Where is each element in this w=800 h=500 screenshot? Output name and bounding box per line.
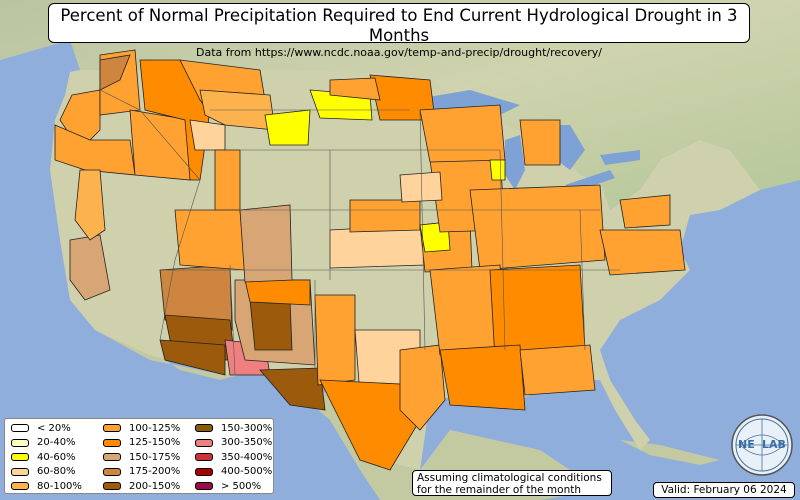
region-ia-light xyxy=(399,171,443,203)
legend-item: 40-60% xyxy=(11,450,82,465)
legend: < 20% 20-40% 40-60% 60-80% 80-100% 100-125% 1… xyxy=(4,418,274,494)
region-nd-orange xyxy=(329,77,381,101)
assumption-line-1: Assuming climatological conditions xyxy=(417,472,602,484)
map-subtitle: Data from https://www.ncdc.noaa.gov/temp… xyxy=(196,46,602,59)
lake-michigan xyxy=(505,135,525,190)
legend-swatch xyxy=(103,424,121,433)
legend-item: 100-125% xyxy=(103,421,180,436)
region-ks-orange xyxy=(349,199,421,233)
legend-item: 80-100% xyxy=(11,479,82,494)
logo-text-left: NE xyxy=(738,438,755,451)
legend-item: 350-400% xyxy=(195,450,272,465)
legend-label: 200-150% xyxy=(129,480,181,492)
legend-swatch xyxy=(11,438,29,447)
legend-swatch xyxy=(195,467,213,476)
legend-label: 125-150% xyxy=(129,437,181,449)
cuba-land xyxy=(620,440,720,465)
legend-swatch xyxy=(11,453,29,462)
region-va-nc xyxy=(599,229,686,276)
legend-label: 175-200% xyxy=(129,466,181,478)
legend-swatch xyxy=(11,467,29,476)
region-gulf-coast xyxy=(519,344,596,396)
canada-land xyxy=(0,0,800,210)
lake-ontario xyxy=(600,150,640,165)
assumption-note: Assuming climatological conditions for t… xyxy=(412,470,612,496)
legend-swatch xyxy=(103,467,121,476)
title-box: Percent of Normal Precipitation Required… xyxy=(48,3,750,59)
legend-label: 350-400% xyxy=(221,451,273,463)
map-title: Percent of Normal Precipitation Required… xyxy=(60,6,738,45)
legend-label: 400-500% xyxy=(221,466,273,478)
legend-item: 200-150% xyxy=(103,479,180,494)
region-nm-dark xyxy=(249,299,293,351)
legend-item: 125-150% xyxy=(103,436,180,451)
legend-item: 20-40% xyxy=(11,436,82,451)
legend-label: 150-175% xyxy=(129,451,181,463)
legend-item: 150-175% xyxy=(103,450,180,465)
drought-regions xyxy=(54,49,686,471)
legend-label: 60-80% xyxy=(37,466,76,478)
region-co xyxy=(239,204,293,283)
legend-swatch xyxy=(195,438,213,447)
legend-label: > 500% xyxy=(221,480,262,492)
region-in-yellow xyxy=(489,159,506,181)
legend-label: 100-125% xyxy=(129,422,181,434)
region-tx-coast xyxy=(399,344,446,431)
legend-swatch xyxy=(103,438,121,447)
region-ky-tn xyxy=(469,184,606,271)
legend-swatch xyxy=(11,482,29,491)
region-la-coast xyxy=(439,344,526,411)
region-nv-ut xyxy=(174,209,246,271)
legend-label: 40-60% xyxy=(37,451,76,463)
region-wy-yellow xyxy=(264,109,311,146)
legend-label: < 20% xyxy=(37,422,71,434)
region-tx-panhandle xyxy=(314,294,356,386)
region-mi xyxy=(519,119,561,166)
valid-date: Valid: February 06 2024 xyxy=(653,482,795,498)
legend-swatch xyxy=(195,424,213,433)
region-or-central xyxy=(129,109,191,181)
legend-item: > 500% xyxy=(195,479,272,494)
legend-item: < 20% xyxy=(11,421,82,436)
legend-swatch xyxy=(11,424,29,433)
region-wa-brown xyxy=(99,54,131,91)
region-ut-south xyxy=(214,149,241,211)
legend-item: 60-80% xyxy=(11,465,82,480)
region-wy-west xyxy=(189,119,226,151)
legend-label: 150-300% xyxy=(221,422,273,434)
legend-item: 175-200% xyxy=(103,465,180,480)
legend-item: 150-300% xyxy=(195,421,272,436)
legend-swatch xyxy=(103,482,121,491)
region-az-south xyxy=(159,339,226,376)
region-pa-md xyxy=(619,194,671,229)
legend-swatch xyxy=(195,453,213,462)
legend-swatch xyxy=(103,453,121,462)
legend-label: 300-350% xyxy=(221,437,273,449)
state-borders xyxy=(99,89,620,376)
legend-label: 20-40% xyxy=(37,437,76,449)
region-nm-top xyxy=(244,279,311,306)
legend-swatch xyxy=(195,482,213,491)
legend-item: 300-350% xyxy=(195,436,272,451)
region-wi xyxy=(419,104,506,163)
nexlab-logo: NE LAB xyxy=(731,414,793,476)
legend-item: 400-500% xyxy=(195,465,272,480)
legend-label: 80-100% xyxy=(37,480,82,492)
logo-text-right: LAB xyxy=(762,438,786,451)
assumption-line-2: for the remainder of the month xyxy=(417,484,582,496)
region-tx-west xyxy=(259,367,326,411)
region-ca-central xyxy=(74,169,106,241)
